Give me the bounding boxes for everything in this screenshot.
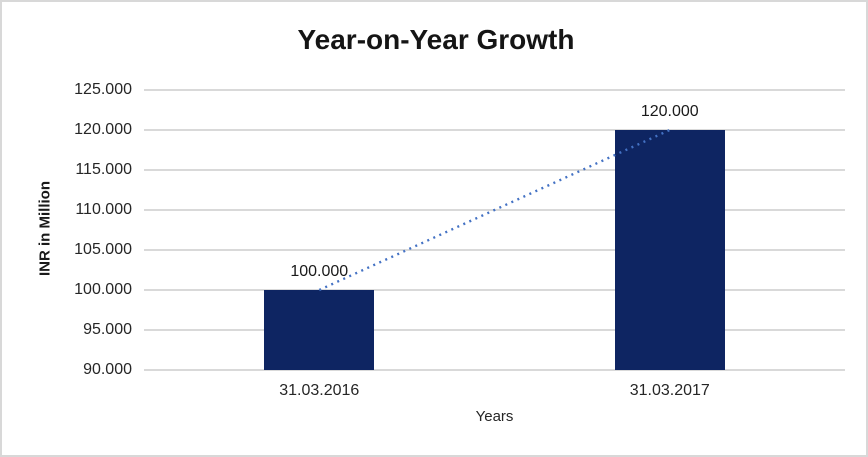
y-tick-label: 115.000 <box>75 161 132 178</box>
y-tick-label: 90.000 <box>83 361 132 378</box>
bar-31.03.2017 <box>614 130 725 370</box>
gridline <box>144 329 845 331</box>
gridline <box>144 249 845 251</box>
x-axis-title: Years <box>475 408 514 425</box>
trendline <box>318 128 671 292</box>
bar-value-label: 100.000 <box>290 263 349 280</box>
x-tick-label: 31.03.2017 <box>629 382 710 399</box>
y-tick-label: 120.000 <box>74 121 132 138</box>
y-tick-label: 100.000 <box>74 281 132 298</box>
gridline <box>144 89 845 91</box>
y-tick-label: 95.000 <box>83 321 132 338</box>
bar-value-label: 120.000 <box>640 103 699 120</box>
gridline <box>144 369 845 371</box>
bar-31.03.2016 <box>264 290 375 370</box>
y-tick-label: 105.000 <box>74 241 132 258</box>
x-tick-label: 31.03.2016 <box>279 382 360 399</box>
chart-title: Year-on-Year Growth <box>297 24 575 55</box>
y-tick-label: 125.000 <box>74 81 132 98</box>
gridline <box>144 129 845 131</box>
gridline <box>144 289 845 291</box>
gridline <box>144 169 845 171</box>
plot-area <box>144 89 845 371</box>
y-tick-label: 110.000 <box>75 201 132 218</box>
